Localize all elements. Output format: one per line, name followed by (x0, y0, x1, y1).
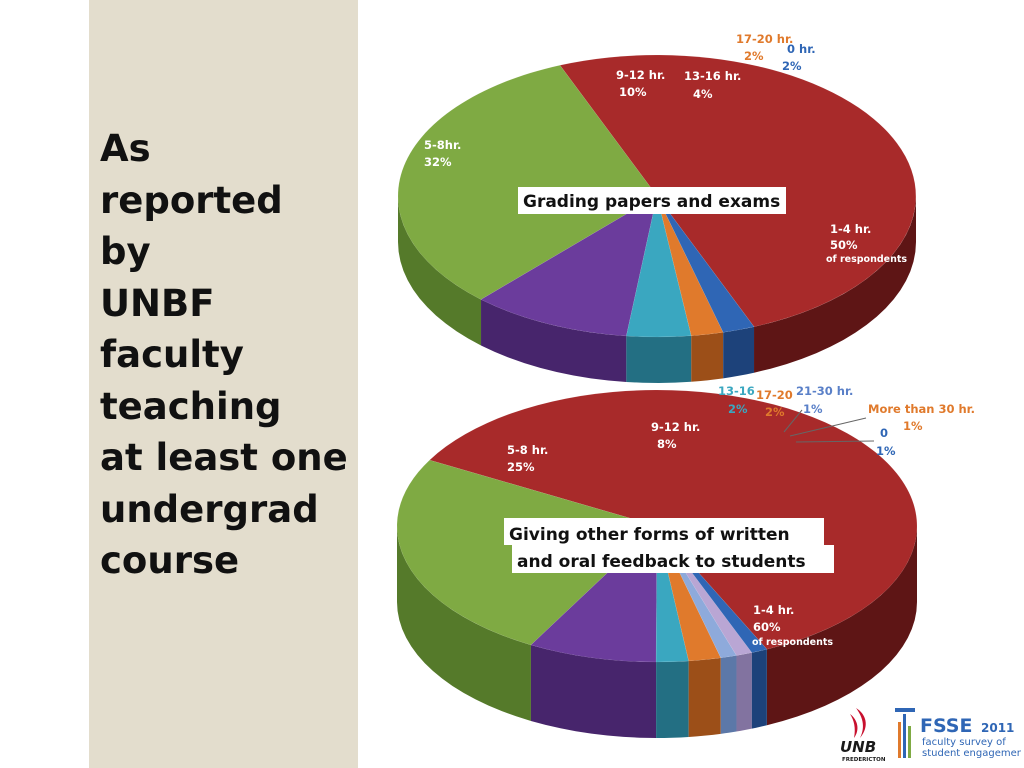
chart-title-feedback: Giving other forms of written and oral f… (504, 518, 834, 573)
slice-note: of respondents (826, 254, 907, 265)
slice-value: 4% (693, 87, 713, 101)
logos: UNB FREDERICTON FSSE 2011 faculty survey… (840, 708, 1021, 763)
pie-slice-side (530, 644, 657, 738)
side-caption-line: reported (100, 178, 283, 222)
side-caption-line: at least one (100, 436, 348, 479)
slice-label: 9-12 hr. (651, 420, 700, 434)
pie-slice (656, 195, 724, 337)
fsse-logo-line: faculty survey of (922, 737, 1006, 748)
side-caption-line: UNBF (100, 281, 215, 325)
pie-slice (626, 195, 692, 338)
slice-label: 5-8 hr. (507, 443, 548, 457)
unb-logo: UNB FREDERICTON (840, 708, 886, 763)
slice-value: 1% (903, 419, 923, 433)
fsse-bar-icon (895, 708, 915, 712)
pie-slice-side (691, 332, 724, 382)
pie-slice-side (754, 196, 916, 373)
slice-value: 8% (657, 437, 677, 451)
slice-label: 1-4 hr. (830, 222, 871, 236)
slice-label: 17-20 (756, 388, 793, 402)
slice-label: 13-16 hr. (684, 69, 741, 83)
slice-label: 9-12 hr. (616, 68, 665, 82)
unb-flame-icon (856, 708, 866, 738)
unb-logo-text: UNB (840, 738, 876, 756)
pie-slice-side (626, 335, 692, 383)
pie-slice (397, 64, 658, 300)
slice-labels-feedback: 1-4 hr. 60% of respondents 5-8 hr. 25% 9… (507, 384, 975, 648)
slice-label: 5-8hr. (424, 138, 461, 152)
slice-value: 60% (753, 620, 781, 634)
slice-value: 2% (744, 49, 764, 63)
slice-value: 2% (765, 405, 785, 419)
pie-slice-side (688, 657, 721, 737)
slice-value: 32% (424, 155, 452, 169)
pie-slice-side (751, 649, 767, 729)
unb-flame-icon (850, 714, 858, 738)
pie-slice (480, 195, 658, 337)
side-panel (89, 0, 358, 768)
chart-title-text: Giving other forms of written (509, 525, 790, 545)
slice-value: 2% (782, 59, 802, 73)
slice-label: 0 (880, 426, 888, 440)
slice-value: 10% (619, 85, 647, 99)
side-caption-line: course (100, 539, 240, 582)
pie-slice-side (736, 652, 752, 732)
fsse-bar-icon (903, 714, 906, 758)
leader-line (795, 440, 875, 443)
fsse-bar-icon (908, 726, 911, 758)
pie-slice-side (481, 299, 627, 383)
chart-title-text: and oral feedback to students (517, 552, 806, 572)
pie-slice-side (720, 655, 737, 734)
slice-labels-grading: 1-4 hr. 50% of respondents 5-8hr. 32% 9-… (424, 32, 907, 265)
chart-title-grading: Grading papers and exams (518, 187, 786, 214)
fsse-logo: FSSE 2011 faculty survey of student enga… (895, 708, 1021, 759)
leader-line (783, 409, 803, 433)
slice-label: 0 hr. (787, 42, 816, 56)
title-box (518, 187, 786, 214)
slice-value: 1% (803, 402, 823, 416)
side-caption-line: As (100, 127, 151, 170)
slice-label: 17-20 hr. (736, 32, 793, 46)
slice-label: 1-4 hr. (753, 603, 794, 617)
chart-title-text: Grading papers and exams (523, 192, 780, 212)
slice-label: 21-30 hr. (796, 384, 853, 398)
pie-slice-side (397, 526, 531, 721)
slice-value: 1% (876, 444, 896, 458)
fsse-bar-icon (898, 722, 901, 758)
fsse-logo-line: student engagement (922, 748, 1021, 759)
side-caption-line: teaching (100, 384, 282, 428)
pie-slice (656, 195, 755, 333)
pie-slice-side (766, 526, 917, 726)
title-box (504, 518, 824, 545)
side-caption-line: by (100, 230, 151, 273)
side-caption-line: faculty (100, 333, 244, 376)
slice-value: 2% (728, 402, 748, 416)
side-caption-line: undergrad (100, 487, 319, 531)
fsse-logo-text: FSSE (920, 715, 972, 737)
fsse-logo-year: 2011 (981, 721, 1014, 735)
slice-value: 50% (830, 238, 858, 252)
slice-note: of respondents (752, 637, 833, 648)
slice-label: 13-16 (718, 384, 755, 398)
unb-logo-subtext: FREDERICTON (842, 757, 886, 763)
slice-label: More than 30 hr. (868, 402, 975, 416)
pie-slice-side (723, 326, 755, 379)
slice-value: 25% (507, 460, 535, 474)
pie-slice-side (656, 660, 689, 738)
side-caption: As reported by UNBF faculty teaching at … (100, 123, 350, 587)
pie-chart-grading (397, 54, 917, 383)
pie-slice-side (398, 196, 482, 346)
leader-line (789, 417, 867, 437)
title-box (512, 545, 834, 573)
